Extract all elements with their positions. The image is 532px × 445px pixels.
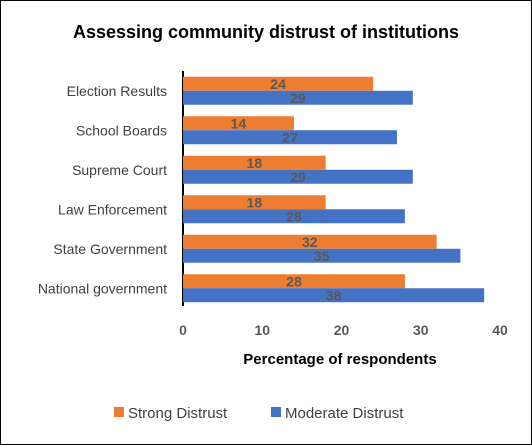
legend-label-moderate-distrust: Moderate Distrust [285,405,404,422]
data-label-moderate-distrust-school-boards: 27 [282,129,298,145]
data-label-moderate-distrust-national-government: 38 [326,287,342,303]
bar-moderate-distrust-school-boards [183,130,397,145]
x-tick-label-20: 20 [334,322,350,338]
data-label-moderate-distrust-law-enforcement: 28 [286,208,302,224]
legend-label-strong-distrust: Strong Distrust [128,405,228,422]
category-label-national-government: National government [38,280,167,296]
category-label-election-results: Election Results [67,83,167,99]
category-label-school-boards: School Boards [76,122,167,138]
legend-swatch-moderate-distrust [271,407,281,417]
x-tick-label-0: 0 [179,322,187,338]
data-label-strong-distrust-national-government: 28 [286,273,302,289]
bar-strong-distrust-state-government [183,234,437,249]
x-tick-label-40: 40 [492,322,508,338]
category-labels: Election Results School Boards Supreme Cou… [38,83,167,297]
category-label-supreme-court: Supreme Court [72,162,167,178]
category-label-law-enforcement: Law Enforcement [58,201,167,217]
bar-moderate-distrust-election-results [183,90,413,105]
bar-moderate-distrust-national-government [183,288,485,303]
x-tick-labels: 0 10 20 30 40 [179,322,508,338]
data-label-strong-distrust-state-government: 32 [302,234,318,250]
bar-moderate-distrust-state-government [183,248,461,263]
x-tick-label-30: 30 [413,322,429,338]
data-label-strong-distrust-law-enforcement: 18 [247,194,263,210]
data-label-strong-distrust-supreme-court: 18 [247,155,263,171]
legend-swatch-strong-distrust [114,407,124,417]
data-label-strong-distrust-election-results: 24 [270,76,286,92]
bar-strong-distrust-supreme-court [183,155,326,170]
data-label-moderate-distrust-supreme-court: 29 [290,169,306,185]
data-label-moderate-distrust-election-results: 29 [290,90,306,106]
data-label-strong-distrust-school-boards: 14 [231,115,247,131]
x-axis-title: Percentage of respondents [243,351,436,368]
bar-strong-distrust-election-results [183,76,374,91]
legend: Strong Distrust Moderate Distrust [114,405,404,422]
bar-moderate-distrust-law-enforcement [183,209,405,224]
bar-strong-distrust-school-boards [183,116,294,131]
bar-moderate-distrust-supreme-court [183,169,413,184]
bars-group [183,76,485,303]
bar-strong-distrust-law-enforcement [183,195,326,210]
category-label-state-government: State Government [53,241,167,257]
chart-title: Assessing community distrust of institut… [73,22,459,42]
x-tick-label-10: 10 [254,322,270,338]
bar-strong-distrust-national-government [183,274,405,289]
data-label-moderate-distrust-state-government: 35 [314,248,330,264]
